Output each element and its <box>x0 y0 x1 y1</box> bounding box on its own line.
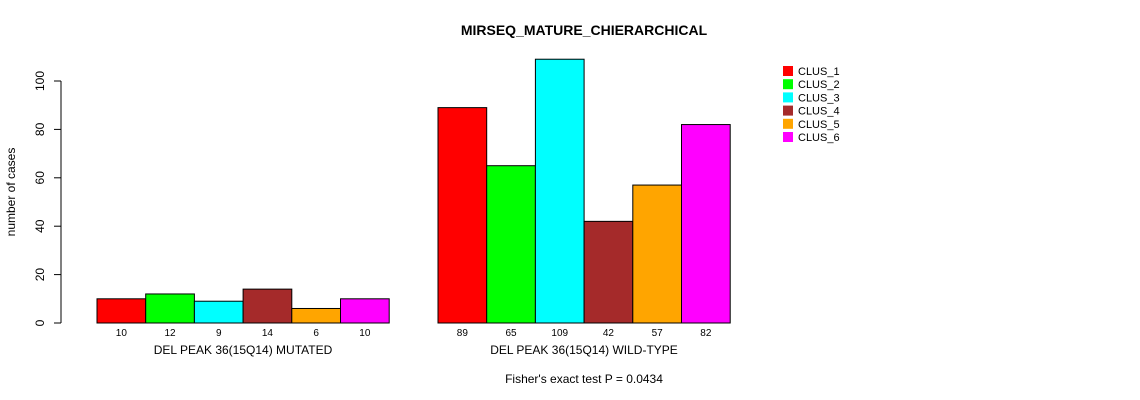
bar-clus-1-group-1 <box>96 298 147 324</box>
legend-swatch-clus-6 <box>783 132 793 142</box>
legend-swatch-clus-5 <box>783 118 793 129</box>
bar-count-label: 109 <box>551 328 568 339</box>
bars: 10 12 9 14 6 10 89 65 109 42 57 82 <box>96 58 731 339</box>
bar-count-label: 10 <box>116 328 128 339</box>
bar-count-label: 42 <box>603 328 615 339</box>
y-tick-label: 60 <box>33 171 47 185</box>
bar-count-label: 57 <box>652 328 664 339</box>
y-tick-label: 80 <box>33 122 47 136</box>
legend-swatch-clus-4 <box>783 105 793 116</box>
bar-clus-1-group-2 <box>437 107 488 324</box>
legend-swatch-clus-1 <box>783 66 793 76</box>
bar-clus-5-group-2 <box>632 184 682 324</box>
bar-clus-6-group-1 <box>340 298 390 324</box>
bar-count-label: 9 <box>216 328 222 339</box>
y-axis: 0 20 40 60 80 100 <box>33 71 62 326</box>
bar-count-label: 82 <box>700 328 712 339</box>
chart-title: MIRSEQ_MATURE_CHIERARCHICAL <box>461 22 708 38</box>
bar-count-label: 89 <box>457 328 469 339</box>
bar-clus-3-group-1 <box>193 300 244 324</box>
legend-label: CLUS_3 <box>798 92 840 104</box>
bar-clus-4-group-2 <box>583 220 634 324</box>
bar-count-label: 6 <box>313 328 319 339</box>
legend-swatch-clus-2 <box>783 79 793 90</box>
legend-label: CLUS_5 <box>798 119 840 131</box>
legend-label: CLUS_1 <box>798 66 840 78</box>
legend-label: CLUS_6 <box>798 132 840 144</box>
bar-clus-5-group-1 <box>291 307 341 324</box>
bar-clus-6-group-2 <box>681 124 731 324</box>
bar-count-label: 14 <box>262 328 274 339</box>
y-tick-label: 100 <box>33 71 47 91</box>
y-tick-label: 20 <box>33 268 47 282</box>
legend-swatch-clus-3 <box>783 92 793 103</box>
group-labels: DEL PEAK 36(15Q14) MUTATED DEL PEAK 36(1… <box>154 343 678 357</box>
bar-clus-3-group-2 <box>534 58 585 324</box>
y-tick-label: 40 <box>33 219 47 233</box>
bar-clus-2-group-2 <box>486 165 536 324</box>
bar-clus-4-group-1 <box>242 288 293 324</box>
bar-count-label: 12 <box>164 328 176 339</box>
y-tick-label: 0 <box>33 319 47 326</box>
y-axis-label: number of cases <box>4 148 18 237</box>
bar-count-label: 65 <box>505 328 517 339</box>
group-label-mutated: DEL PEAK 36(15Q14) MUTATED <box>154 343 333 357</box>
bar-clus-2-group-1 <box>145 293 195 324</box>
legend-label: CLUS_2 <box>798 79 840 91</box>
legend-label: CLUS_4 <box>798 106 840 118</box>
group-label-wild-type: DEL PEAK 36(15Q14) WILD-TYPE <box>490 343 678 357</box>
fisher-test-footnote: Fisher's exact test P = 0.0434 <box>505 372 663 386</box>
bar-count-label: 10 <box>359 328 371 339</box>
